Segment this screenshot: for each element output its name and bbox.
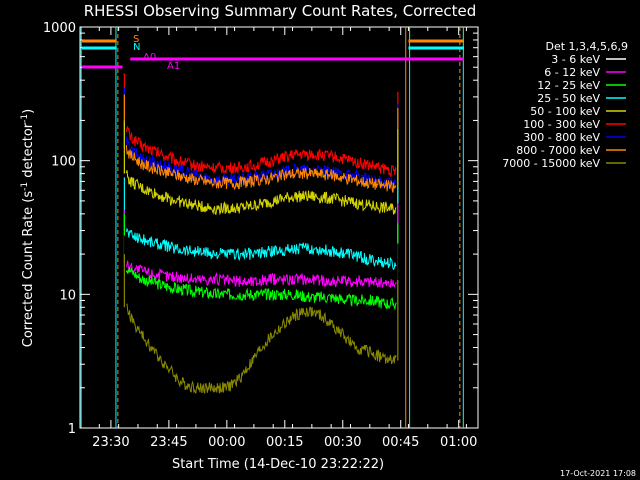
legend-entry-label: 50 - 100 keV: [530, 105, 600, 118]
series-line: [125, 145, 397, 193]
legend-entry-label: 7000 - 15000 keV: [502, 157, 600, 170]
attenuator-a1-label: A1: [167, 61, 180, 72]
chart-title: RHESSI Observing Summary Count Rates, Co…: [84, 2, 477, 20]
legend-title: Det 1,3,4,5,6,9: [545, 40, 628, 53]
x-tick-label: 00:15: [266, 435, 303, 450]
series-line: [125, 136, 397, 189]
series-line: [126, 303, 397, 394]
y-axis-label-end: ): [21, 109, 36, 114]
series-line: [125, 283, 397, 331]
legend-entry-label: 300 - 800 keV: [523, 131, 600, 144]
x-axis-label: Start Time (14-Dec-10 23:22:22): [172, 457, 384, 472]
legend-entry-label: 100 - 300 keV: [523, 118, 600, 131]
series-line: [125, 260, 397, 289]
saa-label: S: [133, 34, 139, 45]
plot-area: [79, 26, 479, 429]
footer-date: 17-Oct-2021 17:08: [560, 469, 636, 478]
y-tick-label: 10: [59, 288, 76, 303]
x-tick-label: 01:00: [440, 435, 477, 450]
x-tick-label: 23:30: [92, 435, 129, 450]
x-axis-ticks: 23:30 23:45 00:00 00:15 00:30 00:45 01:00: [79, 27, 477, 450]
series-line: [125, 266, 397, 311]
x-tick-label: 00:45: [382, 435, 419, 450]
x-tick-label: 23:45: [150, 435, 187, 450]
y-tick-label: 1: [68, 422, 76, 437]
y-axis-ticks: 1 10 100 1000: [43, 21, 478, 437]
legend-entry-label: 6 - 12 keV: [544, 66, 600, 79]
attenuator-a0-label: A0: [143, 52, 156, 63]
y-axis-label-mid: detector: [21, 122, 36, 182]
x-tick-label: 00:30: [324, 435, 361, 450]
series-line: [125, 170, 397, 216]
y-axis-label-sup2: -1: [20, 114, 30, 123]
series-line: [125, 227, 397, 271]
series-group: [123, 73, 399, 394]
y-axis-label: Corrected Count Rate (s-1 detector-1): [20, 109, 36, 347]
legend-entry-label: 25 - 50 keV: [537, 92, 600, 105]
x-tick-label: 00:00: [208, 435, 245, 450]
plot-frame: [79, 26, 479, 429]
series-line: [125, 125, 397, 178]
y-axis-label-main: Corrected Count Rate (s: [21, 191, 36, 348]
legend-entry-label: 12 - 25 keV: [537, 79, 600, 92]
legend-entry-label: 800 - 7000 keV: [516, 144, 600, 157]
y-tick-label: 1000: [43, 21, 76, 36]
night-label: N: [133, 42, 140, 53]
y-axis-label-sup1: -1: [20, 182, 30, 191]
legend-entry-label: 3 - 6 keV: [551, 53, 600, 66]
y-tick-label: 100: [51, 155, 76, 170]
orbit-lines: [80, 27, 464, 428]
